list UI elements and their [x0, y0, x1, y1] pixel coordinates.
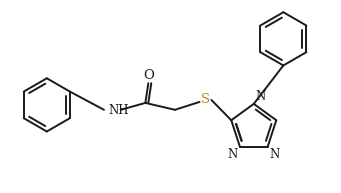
Text: N: N [228, 148, 238, 161]
Text: S: S [201, 93, 210, 107]
Text: NH: NH [108, 104, 129, 117]
Text: O: O [143, 69, 154, 82]
Text: N: N [256, 90, 266, 103]
Text: N: N [270, 148, 280, 161]
